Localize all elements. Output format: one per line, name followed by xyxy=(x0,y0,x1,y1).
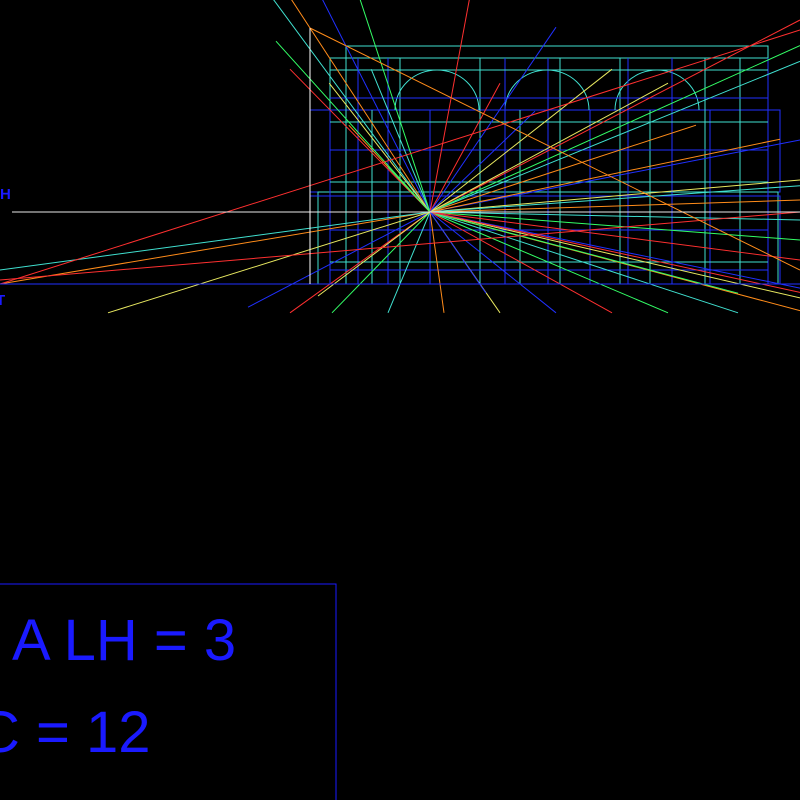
vanishing-ray xyxy=(429,26,557,213)
vanishing-ray xyxy=(429,211,800,293)
vanishing-ray xyxy=(429,45,800,213)
vanishing-ray xyxy=(317,211,431,297)
vanishing-ray xyxy=(429,211,800,241)
vanishing-ray xyxy=(289,211,431,314)
vanishing-ray xyxy=(429,179,800,213)
vanishing-ray xyxy=(0,211,431,285)
vanishing-ray xyxy=(429,68,613,213)
vanishing-ray xyxy=(328,82,431,213)
info-line-1: A LH = 3 xyxy=(12,608,236,673)
vanishing-ray xyxy=(429,124,697,213)
vanishing-ray xyxy=(273,0,431,213)
horizon-label: H xyxy=(0,186,11,203)
vanishing-ray xyxy=(429,0,470,213)
vanishing-ray xyxy=(247,211,431,308)
vanishing-ray xyxy=(429,211,669,314)
vanishing-ray xyxy=(387,211,431,313)
perspective-rays xyxy=(0,0,800,314)
vanishing-ray xyxy=(429,199,800,213)
vanishing-ray xyxy=(331,211,431,314)
vanishing-ray xyxy=(322,0,431,213)
vanishing-ray xyxy=(291,0,431,213)
vanishing-ray xyxy=(289,68,431,213)
vanishing-ray xyxy=(429,211,557,314)
vanishing-ray xyxy=(429,211,800,221)
vanishing-ray xyxy=(429,19,800,213)
vanishing-ray xyxy=(370,69,431,213)
vanishing-ray xyxy=(429,211,445,313)
vanishing-ray xyxy=(429,211,487,294)
vanishing-ray xyxy=(429,211,739,314)
vanishing-ray xyxy=(429,211,613,314)
vanishing-ray xyxy=(429,60,800,213)
diagonal xyxy=(0,211,800,281)
info-box xyxy=(0,583,337,800)
ground-label: T xyxy=(0,292,5,309)
vanishing-ray xyxy=(107,211,431,314)
vanishing-ray xyxy=(359,0,431,213)
vanishing-ray xyxy=(275,40,431,213)
vanishing-ray xyxy=(429,139,800,213)
info-line-2: C = 12 xyxy=(0,700,151,765)
diagonal xyxy=(309,27,800,271)
vanishing-ray xyxy=(429,211,739,294)
vanishing-ray xyxy=(429,138,781,213)
vanishing-ray xyxy=(429,82,501,213)
vanishing-ray xyxy=(429,211,800,289)
vanishing-ray xyxy=(387,166,431,213)
diagonal xyxy=(0,29,800,285)
vanishing-ray xyxy=(429,211,800,261)
vanishing-ray xyxy=(0,211,431,271)
vanishing-ray xyxy=(429,185,800,213)
vanishing-ray xyxy=(429,82,669,213)
vanishing-ray xyxy=(429,110,536,213)
